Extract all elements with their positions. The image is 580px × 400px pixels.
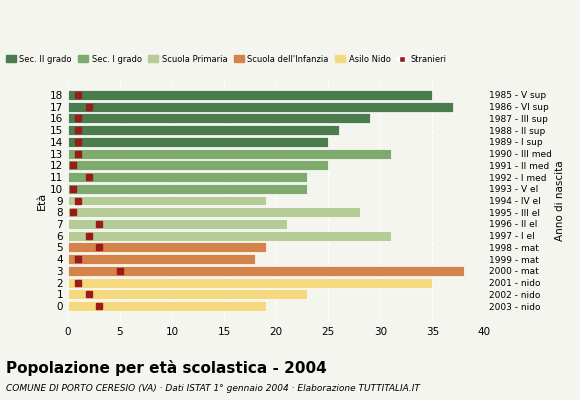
Legend: Sec. II grado, Sec. I grado, Scuola Primaria, Scuola dell'Infanzia, Asilo Nido, : Sec. II grado, Sec. I grado, Scuola Prim… — [2, 52, 450, 67]
Y-axis label: Età: Età — [37, 191, 47, 210]
Bar — [68, 148, 391, 158]
Bar — [68, 184, 307, 194]
Text: COMUNE DI PORTO CERESIO (VA) · Dati ISTAT 1° gennaio 2004 · Elaborazione TUTTITA: COMUNE DI PORTO CERESIO (VA) · Dati ISTA… — [6, 384, 420, 393]
Bar — [68, 207, 360, 217]
Bar — [68, 196, 266, 206]
Bar — [68, 137, 328, 147]
Bar — [68, 113, 370, 123]
Y-axis label: Anno di nascita: Anno di nascita — [555, 160, 565, 241]
Bar — [68, 160, 328, 170]
Bar — [68, 219, 287, 229]
Bar — [68, 278, 433, 288]
Bar — [68, 254, 255, 264]
Bar — [68, 90, 433, 100]
Bar — [68, 289, 307, 299]
Text: Popolazione per età scolastica - 2004: Popolazione per età scolastica - 2004 — [6, 360, 327, 376]
Bar — [68, 172, 307, 182]
Bar — [68, 301, 266, 311]
Bar — [68, 231, 391, 241]
Bar — [68, 266, 463, 276]
Bar — [68, 125, 339, 135]
Bar — [68, 102, 453, 112]
Bar — [68, 242, 266, 252]
